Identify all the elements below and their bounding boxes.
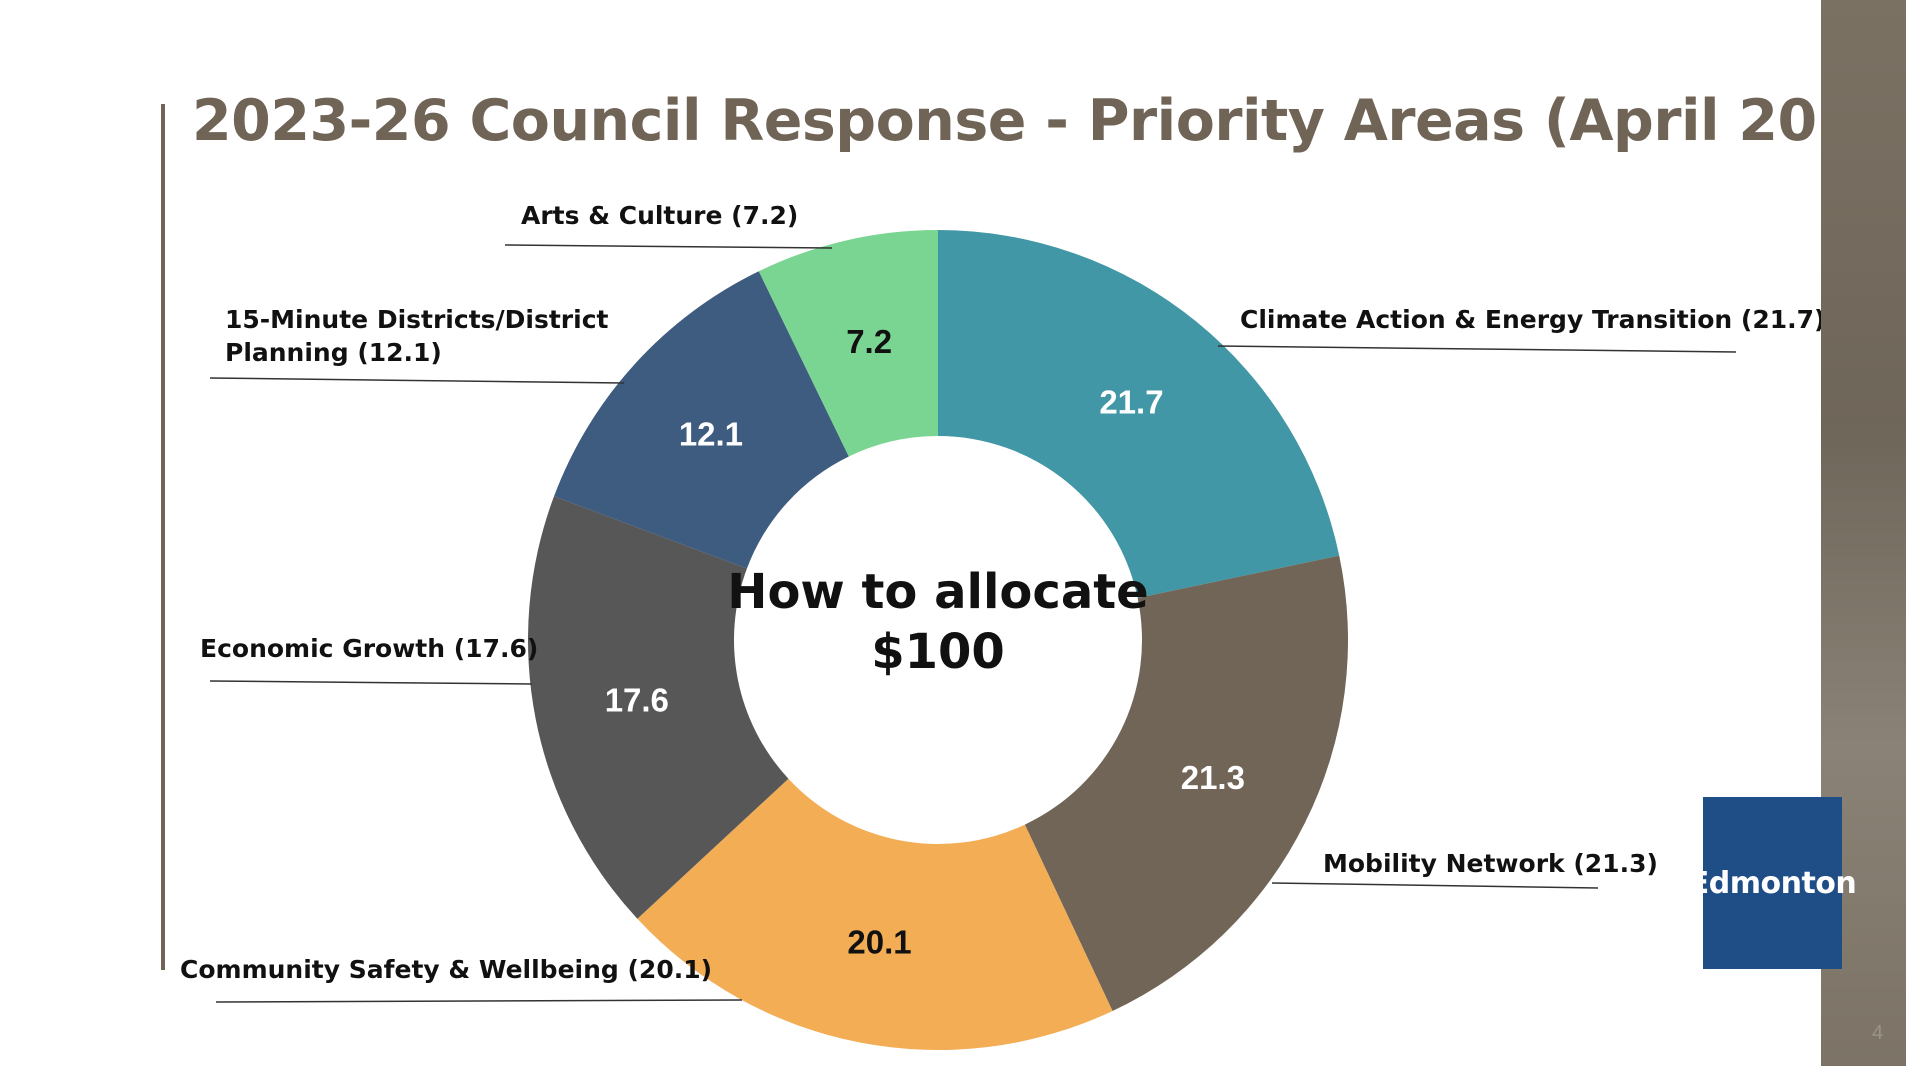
value-label-economic-growth: 17.6 — [605, 681, 669, 718]
value-label-climate-action-energy-transition: 21.7 — [1099, 384, 1163, 421]
slice-labels: Climate Action & Energy Transition (21.7… — [180, 201, 1825, 984]
edmonton-logo: Edmonton — [1689, 797, 1857, 969]
page-number: 4 — [1872, 1022, 1884, 1044]
slice-label-15-minute-districts-district-planning: 15-Minute Districts/District Planning (12… — [225, 305, 609, 367]
value-label-mobility-network: 21.3 — [1181, 759, 1245, 796]
center-text-line-2: $100 — [871, 624, 1005, 680]
slice-value-labels: 21.7 21.3 20.1 17.6 12.1 7.2 — [605, 323, 1245, 961]
value-label-15-minute-districts-district-planning: 12.1 — [679, 415, 743, 452]
leader-line-arts-culture — [504, 244, 833, 249]
slice-community-safety-wellbeing — [637, 778, 1113, 1050]
slice-15-minute-districts-district-planning — [554, 271, 849, 569]
slice-label-line: Climate Action & Energy Transition (21.7… — [1240, 305, 1825, 334]
slice-label-community-safety-wellbeing: Community Safety & Wellbeing (20.1) — [180, 955, 712, 984]
value-label-arts-culture: 7.2 — [846, 323, 892, 360]
logo-wordmark: Edmonton — [1688, 865, 1857, 901]
slice-mobility-network — [1024, 555, 1348, 1011]
slice-label-line: Planning (12.1) — [225, 338, 442, 367]
slice-label-line: Mobility Network (21.3) — [1323, 849, 1658, 878]
slice-label-line: Arts & Culture (7.2) — [521, 201, 798, 230]
slice-label-arts-culture: Arts & Culture (7.2) — [521, 201, 798, 230]
title-accent-rule — [161, 104, 165, 970]
slice-arts-culture — [758, 230, 938, 457]
slice-label-economic-growth: Economic Growth (17.6) — [200, 634, 538, 663]
center-text-line-1: How to allocate — [727, 564, 1148, 620]
slice-label-mobility-network: Mobility Network (21.3) — [1323, 849, 1658, 878]
slice-label-line: Economic Growth (17.6) — [200, 634, 538, 663]
slice-label-line: 15-Minute Districts/District — [225, 305, 609, 334]
leader-line-economic-growth — [209, 680, 533, 685]
leader-line-mobility-network — [1271, 882, 1599, 889]
slice-climate-action-energy-transition — [938, 230, 1340, 599]
donut-slices — [528, 230, 1348, 1050]
leader-line-climate-action-energy-transition — [1217, 345, 1737, 353]
slice-economic-growth — [528, 496, 789, 919]
value-label-community-safety-wellbeing: 20.1 — [847, 923, 911, 960]
slice-label-line: Community Safety & Wellbeing (20.1) — [180, 955, 712, 984]
slice-label-climate-action-energy-transition: Climate Action & Energy Transition (21.7… — [1240, 305, 1825, 334]
slide-title: 2023-26 Council Response - Priority Area… — [192, 88, 1906, 154]
leader-line-15-minute-districts-district-planning — [209, 377, 625, 384]
leader-line-community-safety-wellbeing — [215, 999, 743, 1003]
leader-lines — [209, 244, 1737, 1003]
